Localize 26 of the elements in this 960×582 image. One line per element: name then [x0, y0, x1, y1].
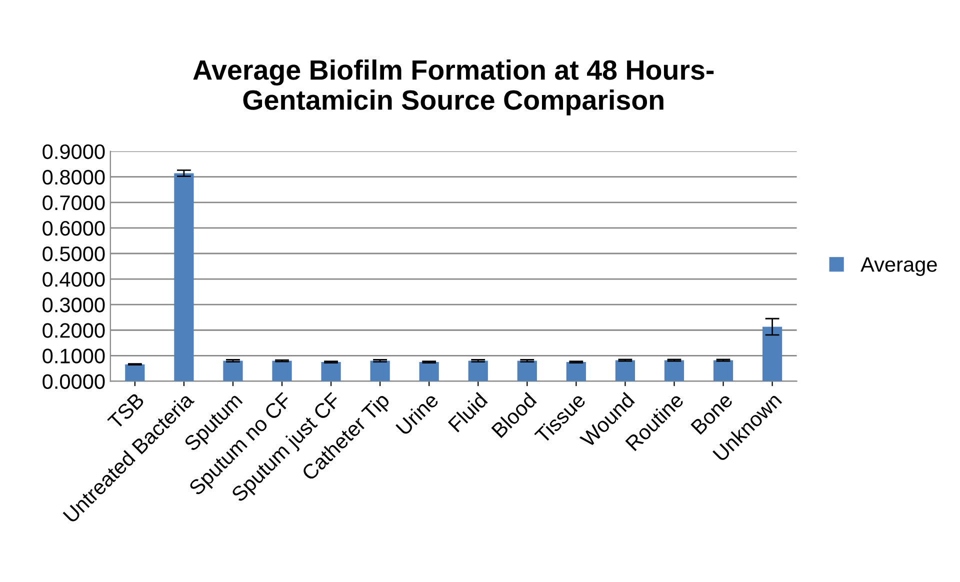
bar: [664, 360, 684, 382]
y-tick-label: 0.1000: [42, 348, 105, 364]
bar: [419, 362, 439, 382]
bar: [566, 362, 586, 382]
y-tick-label: 0.2000: [42, 323, 105, 338]
y-tick-label: 0.8000: [42, 170, 105, 185]
bar: [517, 360, 537, 382]
bar: [321, 362, 341, 382]
legend-label: Average: [860, 257, 937, 276]
bar: [468, 360, 488, 382]
bar: [762, 326, 782, 382]
y-tick-label: 0.7000: [42, 195, 105, 210]
bar: [223, 360, 243, 382]
bar: [713, 360, 734, 382]
y-tick-label: 0.5000: [42, 246, 105, 262]
y-tick-label: 0.9000: [42, 144, 105, 160]
bar: [174, 173, 194, 382]
bar: [125, 364, 145, 382]
y-tick-label: 0.6000: [42, 220, 105, 236]
y-tick-label: 0.3000: [42, 298, 105, 312]
chart-title: Average Biofilm Formation at 48 Hours- Gentamicin Source Comparison: [193, 59, 714, 116]
y-tick-label: 0.0000: [42, 374, 105, 389]
bar: [370, 360, 390, 382]
y-tick-label: 0.4000: [42, 272, 105, 287]
bar: [615, 360, 636, 382]
bar: [272, 360, 292, 382]
